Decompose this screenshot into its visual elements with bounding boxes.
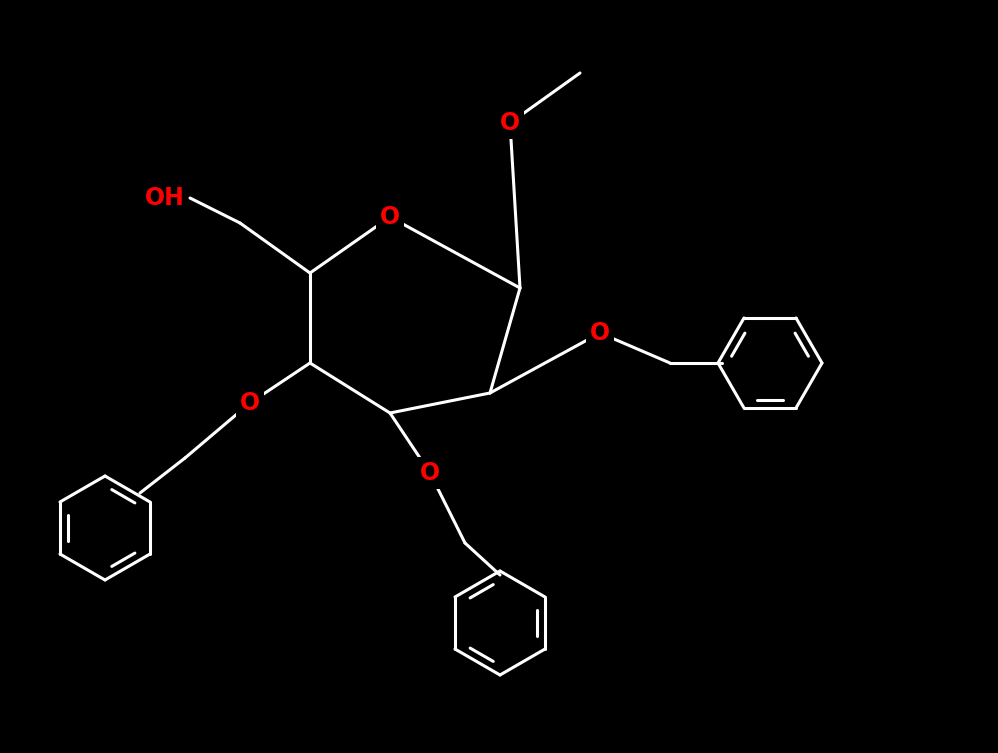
Text: O: O <box>500 111 520 135</box>
Text: O: O <box>380 205 400 229</box>
Text: O: O <box>240 391 260 415</box>
Text: O: O <box>590 321 610 345</box>
Text: OH: OH <box>145 186 185 210</box>
Text: O: O <box>420 461 440 485</box>
